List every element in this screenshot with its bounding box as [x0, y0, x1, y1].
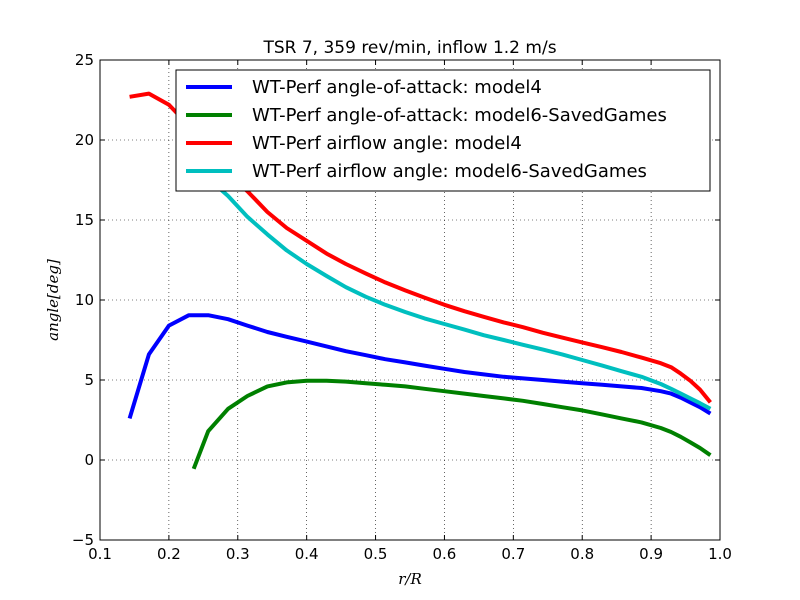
legend-label-1: WT-Perf angle-of-attack: model4 — [252, 77, 542, 98]
x-axis-label: r/R — [398, 570, 422, 588]
x-tick-label: 0.4 — [295, 545, 319, 563]
legend-label-2: WT-Perf angle-of-attack: model6-SavedGam… — [252, 105, 667, 126]
x-tick-label: 1.0 — [708, 545, 732, 563]
chart-title: TSR 7, 359 rev/min, inflow 1.2 m/s — [262, 38, 556, 58]
y-tick-label: 20 — [75, 131, 94, 149]
ticks: 0.1 0.2 0.3 0.4 0.5 0.6 0.7 0.8 0.9 1.0 −5 0 5 10 15 20… — [72, 51, 732, 563]
x-tick-label: 0.1 — [88, 545, 112, 563]
y-tick-label: 10 — [75, 291, 94, 309]
x-tick-label: 0.6 — [433, 545, 457, 563]
y-tick-label: 5 — [84, 371, 94, 389]
y-tick-label: −5 — [72, 531, 94, 549]
y-axis-label: angle[deg] — [44, 259, 62, 341]
legend-label-3: WT-Perf airflow angle: model4 — [252, 133, 522, 154]
x-tick-label: 0.2 — [157, 545, 181, 563]
x-tick-label: 0.7 — [501, 545, 525, 563]
x-tick-label: 0.8 — [570, 545, 594, 563]
y-tick-label: 15 — [75, 211, 94, 229]
legend: WT-Perf angle-of-attack: model4 WT-Perf a… — [175, 69, 711, 192]
legend-box — [175, 69, 711, 192]
y-tick-label: 25 — [75, 51, 94, 69]
x-tick-label: 0.9 — [639, 545, 663, 563]
x-tick-label: 0.5 — [364, 545, 388, 563]
series-line-4 — [187, 162, 712, 411]
legend-label-4: WT-Perf airflow angle: model6-SavedGames — [252, 161, 647, 182]
series-line-1 — [127, 313, 712, 419]
y-tick-label: 0 — [84, 451, 94, 469]
x-tick-label: 0.3 — [226, 545, 250, 563]
series-line-2 — [191, 378, 712, 470]
